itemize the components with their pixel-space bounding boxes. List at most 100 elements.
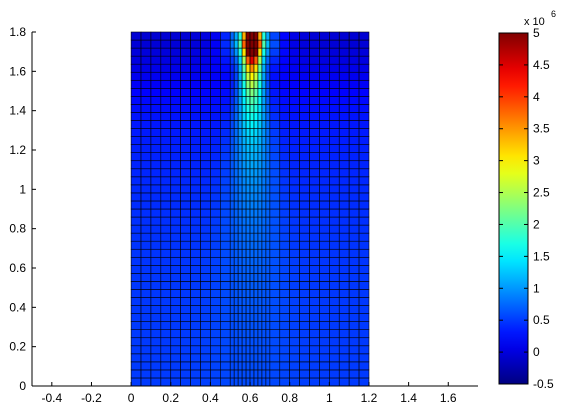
mesh-cell (229, 313, 235, 322)
mesh-cell (241, 63, 247, 73)
mesh-cell (257, 160, 263, 170)
mesh-cell (241, 71, 247, 81)
mesh-cell (299, 208, 310, 218)
mesh-cell (245, 297, 251, 306)
mesh-cell (309, 345, 320, 355)
mesh-cell (249, 152, 255, 162)
mesh-cell (269, 47, 281, 57)
mesh-cell (348, 39, 360, 49)
mesh-cell (220, 265, 231, 274)
mesh-cell (229, 144, 235, 153)
mesh-cell (229, 208, 235, 218)
mesh-cell (150, 200, 162, 210)
mesh-cell (190, 337, 201, 347)
mesh-cell (210, 88, 221, 97)
mesh-cell (319, 240, 330, 250)
mesh-cell (140, 297, 152, 306)
mesh-cell (299, 39, 310, 49)
mesh-cell (180, 216, 191, 226)
mesh-cell (210, 329, 221, 339)
mesh-cell (261, 120, 267, 129)
mesh-cell (279, 297, 290, 306)
mesh-cell (140, 39, 152, 49)
mesh-cell (338, 152, 350, 162)
mesh-cell (237, 305, 243, 314)
mesh-cell (130, 337, 142, 347)
mesh-cell (265, 47, 271, 57)
mesh-cell (279, 128, 290, 137)
mesh-cell (253, 96, 259, 105)
mesh-cell (245, 240, 251, 250)
mesh-cell (245, 136, 251, 145)
mesh-cell (170, 256, 181, 266)
mesh-cell (150, 144, 162, 153)
mesh-cell (329, 160, 340, 170)
mesh-cell (338, 224, 350, 234)
mesh-cell (279, 289, 290, 298)
mesh-cell (210, 361, 221, 371)
mesh-cell (299, 281, 310, 290)
mesh-cell (358, 281, 370, 290)
mesh-cell (358, 120, 370, 129)
mesh-cell (160, 55, 172, 65)
mesh-cell (309, 31, 320, 41)
mesh-cell (241, 96, 247, 105)
mesh-cell (150, 192, 162, 202)
mesh-cell (269, 305, 281, 314)
mesh-cell (237, 256, 243, 266)
mesh-cell (237, 144, 243, 153)
mesh-cell (150, 345, 162, 355)
mesh-cell (329, 232, 340, 242)
mesh-cell (229, 353, 235, 363)
mesh-cell (241, 353, 247, 363)
mesh-cell (299, 337, 310, 347)
mesh-cell (319, 144, 330, 153)
mesh-cell (269, 232, 281, 242)
mesh-cell (233, 168, 239, 178)
mesh-cell (190, 289, 201, 298)
mesh-cell (279, 353, 290, 363)
mesh-cell (229, 281, 235, 290)
mesh-cell (309, 88, 320, 97)
mesh-cell (299, 104, 310, 113)
mesh-cell (180, 55, 191, 65)
mesh-cell (299, 313, 310, 322)
mesh-cell (229, 289, 235, 298)
mesh-cell (289, 128, 300, 137)
mesh-cell (233, 200, 239, 210)
mesh-cell (233, 128, 239, 137)
mesh-cell (309, 104, 320, 113)
mesh-cell (261, 345, 267, 355)
mesh-cell (220, 216, 231, 226)
mesh-cell (140, 353, 152, 363)
mesh-cell (180, 273, 191, 282)
mesh-cell (130, 104, 142, 113)
mesh-cell (329, 369, 340, 379)
mesh-cell (180, 112, 191, 121)
mesh-cell (257, 128, 263, 137)
mesh-cell (245, 305, 251, 314)
mesh-cell (338, 281, 350, 290)
mesh-cell (279, 120, 290, 129)
mesh-cell (329, 184, 340, 194)
mesh-cell (160, 208, 172, 218)
mesh-cell (220, 329, 231, 339)
mesh-cell (358, 377, 370, 387)
mesh-cell (348, 31, 360, 41)
mesh-cell (241, 377, 247, 387)
mesh-cell (279, 184, 290, 194)
mesh-cell (319, 136, 330, 145)
mesh-cell (249, 224, 255, 234)
mesh-cell (237, 176, 243, 186)
mesh-cell (237, 168, 243, 178)
mesh-cell (210, 281, 221, 290)
mesh-cell (249, 88, 255, 97)
mesh-cell (358, 144, 370, 153)
mesh-cell (237, 128, 243, 137)
mesh-cell (289, 337, 300, 347)
mesh-cell (229, 160, 235, 170)
mesh-cell (241, 265, 247, 274)
mesh-cell (338, 289, 350, 298)
mesh-cell (319, 208, 330, 218)
mesh-cell (249, 232, 255, 242)
